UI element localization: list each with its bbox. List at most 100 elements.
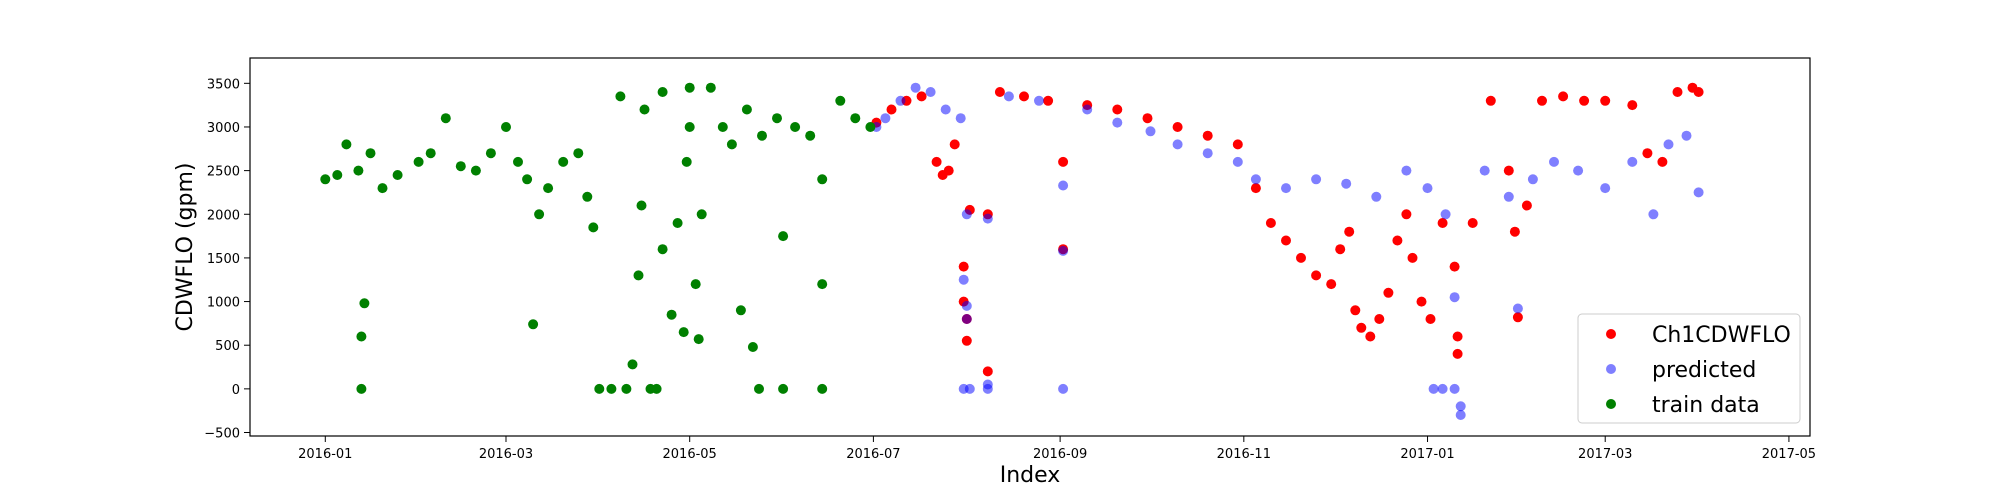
data-point <box>1326 279 1337 290</box>
data-point <box>754 383 764 394</box>
data-point <box>961 335 972 346</box>
data-point <box>1142 113 1153 124</box>
data-point <box>534 209 545 220</box>
x-tick-label: 2016-05 <box>663 447 717 462</box>
data-point <box>1232 139 1243 150</box>
data-point <box>1642 148 1653 159</box>
data-point <box>657 87 668 97</box>
data-point <box>657 244 668 255</box>
data-point <box>696 209 707 220</box>
data-point <box>684 122 695 132</box>
legend-label: train data <box>1652 393 1760 418</box>
data-point <box>1043 95 1054 106</box>
data-point <box>717 122 728 132</box>
data-point <box>1657 156 1668 167</box>
data-point <box>1681 130 1692 141</box>
data-point <box>684 82 695 93</box>
data-point <box>1202 148 1213 159</box>
data-point <box>1627 100 1638 111</box>
x-tick-label: 2016-07 <box>846 447 900 462</box>
data-point <box>705 82 716 93</box>
data-point <box>1693 187 1704 198</box>
data-point <box>1172 122 1183 132</box>
data-point <box>916 91 927 102</box>
data-point <box>1003 91 1014 102</box>
data-point <box>886 104 897 115</box>
data-point <box>639 104 650 115</box>
plot-area <box>249 57 1811 437</box>
data-point <box>413 156 424 167</box>
data-point <box>621 383 632 394</box>
y-tick-label: 2500 <box>207 165 240 180</box>
data-point <box>1440 209 1451 220</box>
x-tick-label: 2017-03 <box>1578 447 1632 462</box>
data-point <box>690 279 701 290</box>
data-point <box>1058 180 1069 191</box>
data-point <box>440 113 451 124</box>
data-point <box>633 270 644 281</box>
data-point <box>1627 156 1638 167</box>
data-point <box>1449 292 1460 303</box>
data-point <box>1311 174 1322 185</box>
data-point <box>1449 383 1460 394</box>
data-point <box>1034 95 1044 106</box>
data-point <box>910 82 921 93</box>
data-point <box>1437 218 1448 228</box>
legend-marker <box>1606 399 1616 409</box>
data-point <box>1537 95 1547 106</box>
data-point <box>501 122 511 132</box>
data-point <box>1019 91 1029 102</box>
data-point <box>353 165 364 176</box>
data-point <box>817 174 828 185</box>
data-point <box>1350 305 1361 316</box>
data-point <box>1058 383 1069 394</box>
data-point <box>693 334 704 345</box>
data-point <box>1082 104 1093 115</box>
data-point <box>1579 95 1590 106</box>
data-point <box>961 314 972 324</box>
data-point <box>1512 303 1523 314</box>
data-point <box>1112 117 1123 128</box>
data-point <box>1422 183 1433 194</box>
data-point <box>1058 245 1069 256</box>
data-point <box>940 104 951 115</box>
data-point <box>1425 314 1436 324</box>
data-point <box>805 130 816 141</box>
data-point <box>1281 235 1291 246</box>
data-point <box>1509 226 1520 237</box>
data-point <box>1344 226 1355 237</box>
data-point <box>1693 87 1704 97</box>
data-point <box>865 122 876 132</box>
data-point <box>1573 165 1584 176</box>
data-point <box>1648 209 1659 220</box>
legend-marker <box>1606 329 1616 339</box>
data-point <box>961 209 972 220</box>
y-axis: −500 0 500 1000 1500 2000 2500 3000 3500 <box>204 77 250 442</box>
legend-box <box>1577 313 1801 424</box>
data-point <box>1250 174 1261 185</box>
data-point <box>1202 130 1213 141</box>
data-point <box>1428 383 1439 394</box>
data-point <box>1281 183 1291 194</box>
y-tick-label: 1000 <box>207 296 240 311</box>
data-point <box>949 139 960 150</box>
data-point <box>1265 218 1276 228</box>
data-point <box>1341 178 1352 189</box>
data-point <box>1452 348 1463 359</box>
y-tick-label: 2000 <box>207 208 240 223</box>
data-point <box>377 183 388 194</box>
data-point <box>1296 252 1306 263</box>
data-point <box>1672 87 1683 97</box>
data-point <box>880 113 891 124</box>
data-point <box>651 383 662 394</box>
data-point <box>747 342 758 352</box>
data-point <box>588 222 599 233</box>
data-point <box>485 148 496 159</box>
data-point <box>1527 174 1538 185</box>
data-point <box>943 165 954 176</box>
data-point <box>558 156 569 167</box>
data-point <box>994 87 1005 97</box>
data-point <box>672 218 683 228</box>
data-point <box>1549 156 1559 167</box>
data-point <box>582 191 593 202</box>
